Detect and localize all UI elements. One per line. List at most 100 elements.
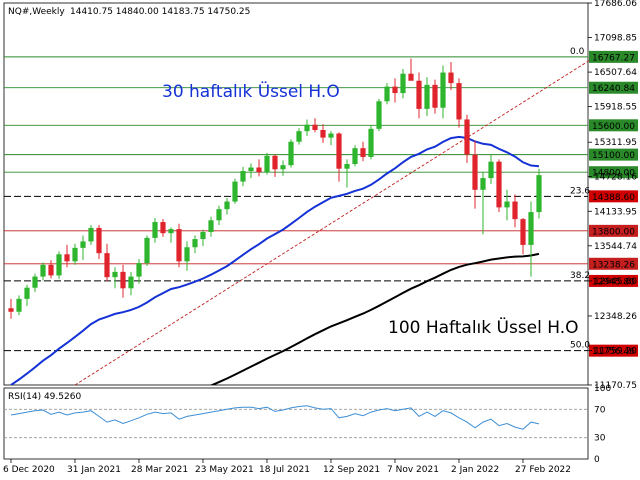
x-tick-label: 31 Jan 2021: [67, 465, 121, 475]
candle-body: [528, 212, 534, 245]
candle-body: [320, 129, 326, 138]
candle-body: [264, 155, 270, 173]
level-badge: [589, 274, 638, 287]
candle-body: [64, 254, 70, 262]
y-tick-label: 17098.85: [594, 33, 637, 43]
candle-body: [256, 167, 262, 173]
x-tick-label: 28 Mar 2021: [131, 465, 188, 475]
candle-body: [344, 164, 350, 169]
ema100-line: [209, 252, 540, 385]
level-label: 14800.00: [592, 169, 635, 179]
candle-body: [272, 155, 278, 170]
fib-label: 50.0: [570, 341, 590, 351]
y-tick-label: 14728.16: [594, 172, 637, 182]
rsi-label: RSI(14) 49.5260: [8, 392, 81, 402]
candle-body: [536, 175, 542, 213]
candle-body: [96, 227, 102, 254]
fib-trendline: [74, 56, 596, 386]
y-tick-label: 14133.95: [594, 207, 637, 217]
y-tick-label: 17686.06: [594, 0, 637, 9]
candle-body: [72, 247, 78, 262]
candle-body: [472, 154, 478, 190]
level-badge: [589, 344, 638, 357]
candle-body: [408, 73, 414, 81]
candle-body: [328, 133, 334, 138]
fib-label: 38.2: [570, 271, 590, 281]
candle-body: [352, 148, 358, 165]
level-badge: [589, 119, 638, 132]
candle-body: [464, 119, 470, 155]
y-tick-label: 11759.20: [594, 346, 637, 356]
x-tick-label: 18 Jul 2021: [259, 465, 310, 475]
x-tick-label: 7 Nov 2021: [387, 465, 439, 475]
candle-body: [32, 276, 38, 288]
level-labels: 16767.27 16240.84 15600.00 15100.00 14800.00…: [570, 47, 638, 357]
candle-body: [384, 86, 390, 102]
level-label: 15600.00: [592, 122, 635, 132]
candle-body: [504, 201, 510, 208]
y-tick-label: 15918.55: [594, 103, 637, 113]
candle-body: [296, 131, 302, 142]
candle-body: [400, 73, 406, 94]
x-tick-label: 6 Dec 2020: [3, 465, 55, 475]
candle-body: [168, 229, 174, 234]
rsi-panel: 100 70 30 0: [4, 384, 611, 465]
candle-body: [104, 253, 110, 278]
level-badge: [589, 50, 638, 63]
rsi-panel-frame: [3, 387, 589, 460]
candle-body: [40, 264, 46, 277]
candle-body: [248, 167, 254, 172]
candle-body: [120, 271, 126, 289]
candle-body: [424, 84, 430, 109]
candle-body: [448, 72, 454, 84]
rsi-tick-label: 30: [594, 434, 606, 444]
candle-body: [440, 72, 446, 108]
candle-body: [216, 209, 222, 221]
rsi-tick-label: 0: [594, 455, 600, 465]
y-tick-label: 16507.64: [594, 68, 637, 78]
candle-body: [240, 171, 246, 182]
candle-body: [88, 227, 94, 242]
candle-body: [512, 201, 518, 220]
ema100-annotation: 100 Haftalık Üssel H.O: [388, 316, 579, 338]
candle-body: [488, 161, 494, 179]
fib-label: 0.0: [570, 47, 585, 57]
fib-label: 23.6: [570, 186, 590, 196]
price-panel-frame: [3, 2, 589, 386]
level-badge: [589, 257, 638, 270]
candle-body: [432, 84, 438, 108]
candle-body: [136, 263, 142, 277]
level-label: 12945.80: [592, 277, 635, 287]
level-badge: [589, 81, 638, 94]
candle-body: [376, 101, 382, 129]
candle-body: [24, 287, 30, 299]
x-tick-label: 23 May 2021: [195, 465, 254, 475]
candle-body: [392, 86, 398, 94]
x-tick-label: 27 Feb 2022: [515, 465, 571, 475]
fib-trendline: [74, 56, 596, 386]
candle-body: [152, 222, 158, 238]
candle-body: [80, 241, 86, 248]
x-axis-ticks: 6 Dec 2020 31 Jan 2021 28 Mar 2021 23 May 2…: [3, 459, 571, 475]
candle-body: [8, 308, 14, 312]
candle-body: [208, 220, 214, 233]
rsi-tick-label: 70: [594, 405, 606, 415]
symbol-label: NQ#,Weekly: [8, 7, 65, 17]
rsi-line: [10, 405, 540, 430]
candle-body: [224, 201, 230, 210]
candle-body: [16, 298, 22, 312]
candle-body: [48, 264, 54, 276]
x-tick-label: 2 Jan 2022: [451, 465, 499, 475]
level-label: 13800.00: [592, 227, 635, 237]
candle-body: [496, 161, 502, 208]
level-label: 15100.00: [592, 151, 635, 161]
moving-averages: [10, 135, 540, 385]
rsi-tick-label: 100: [594, 384, 611, 394]
level-badge: [589, 166, 638, 179]
candle-body: [480, 178, 486, 190]
candle-body: [416, 80, 422, 109]
candle-body: [232, 181, 238, 202]
candle-body: [288, 141, 294, 166]
level-label: 16240.84: [592, 84, 635, 94]
